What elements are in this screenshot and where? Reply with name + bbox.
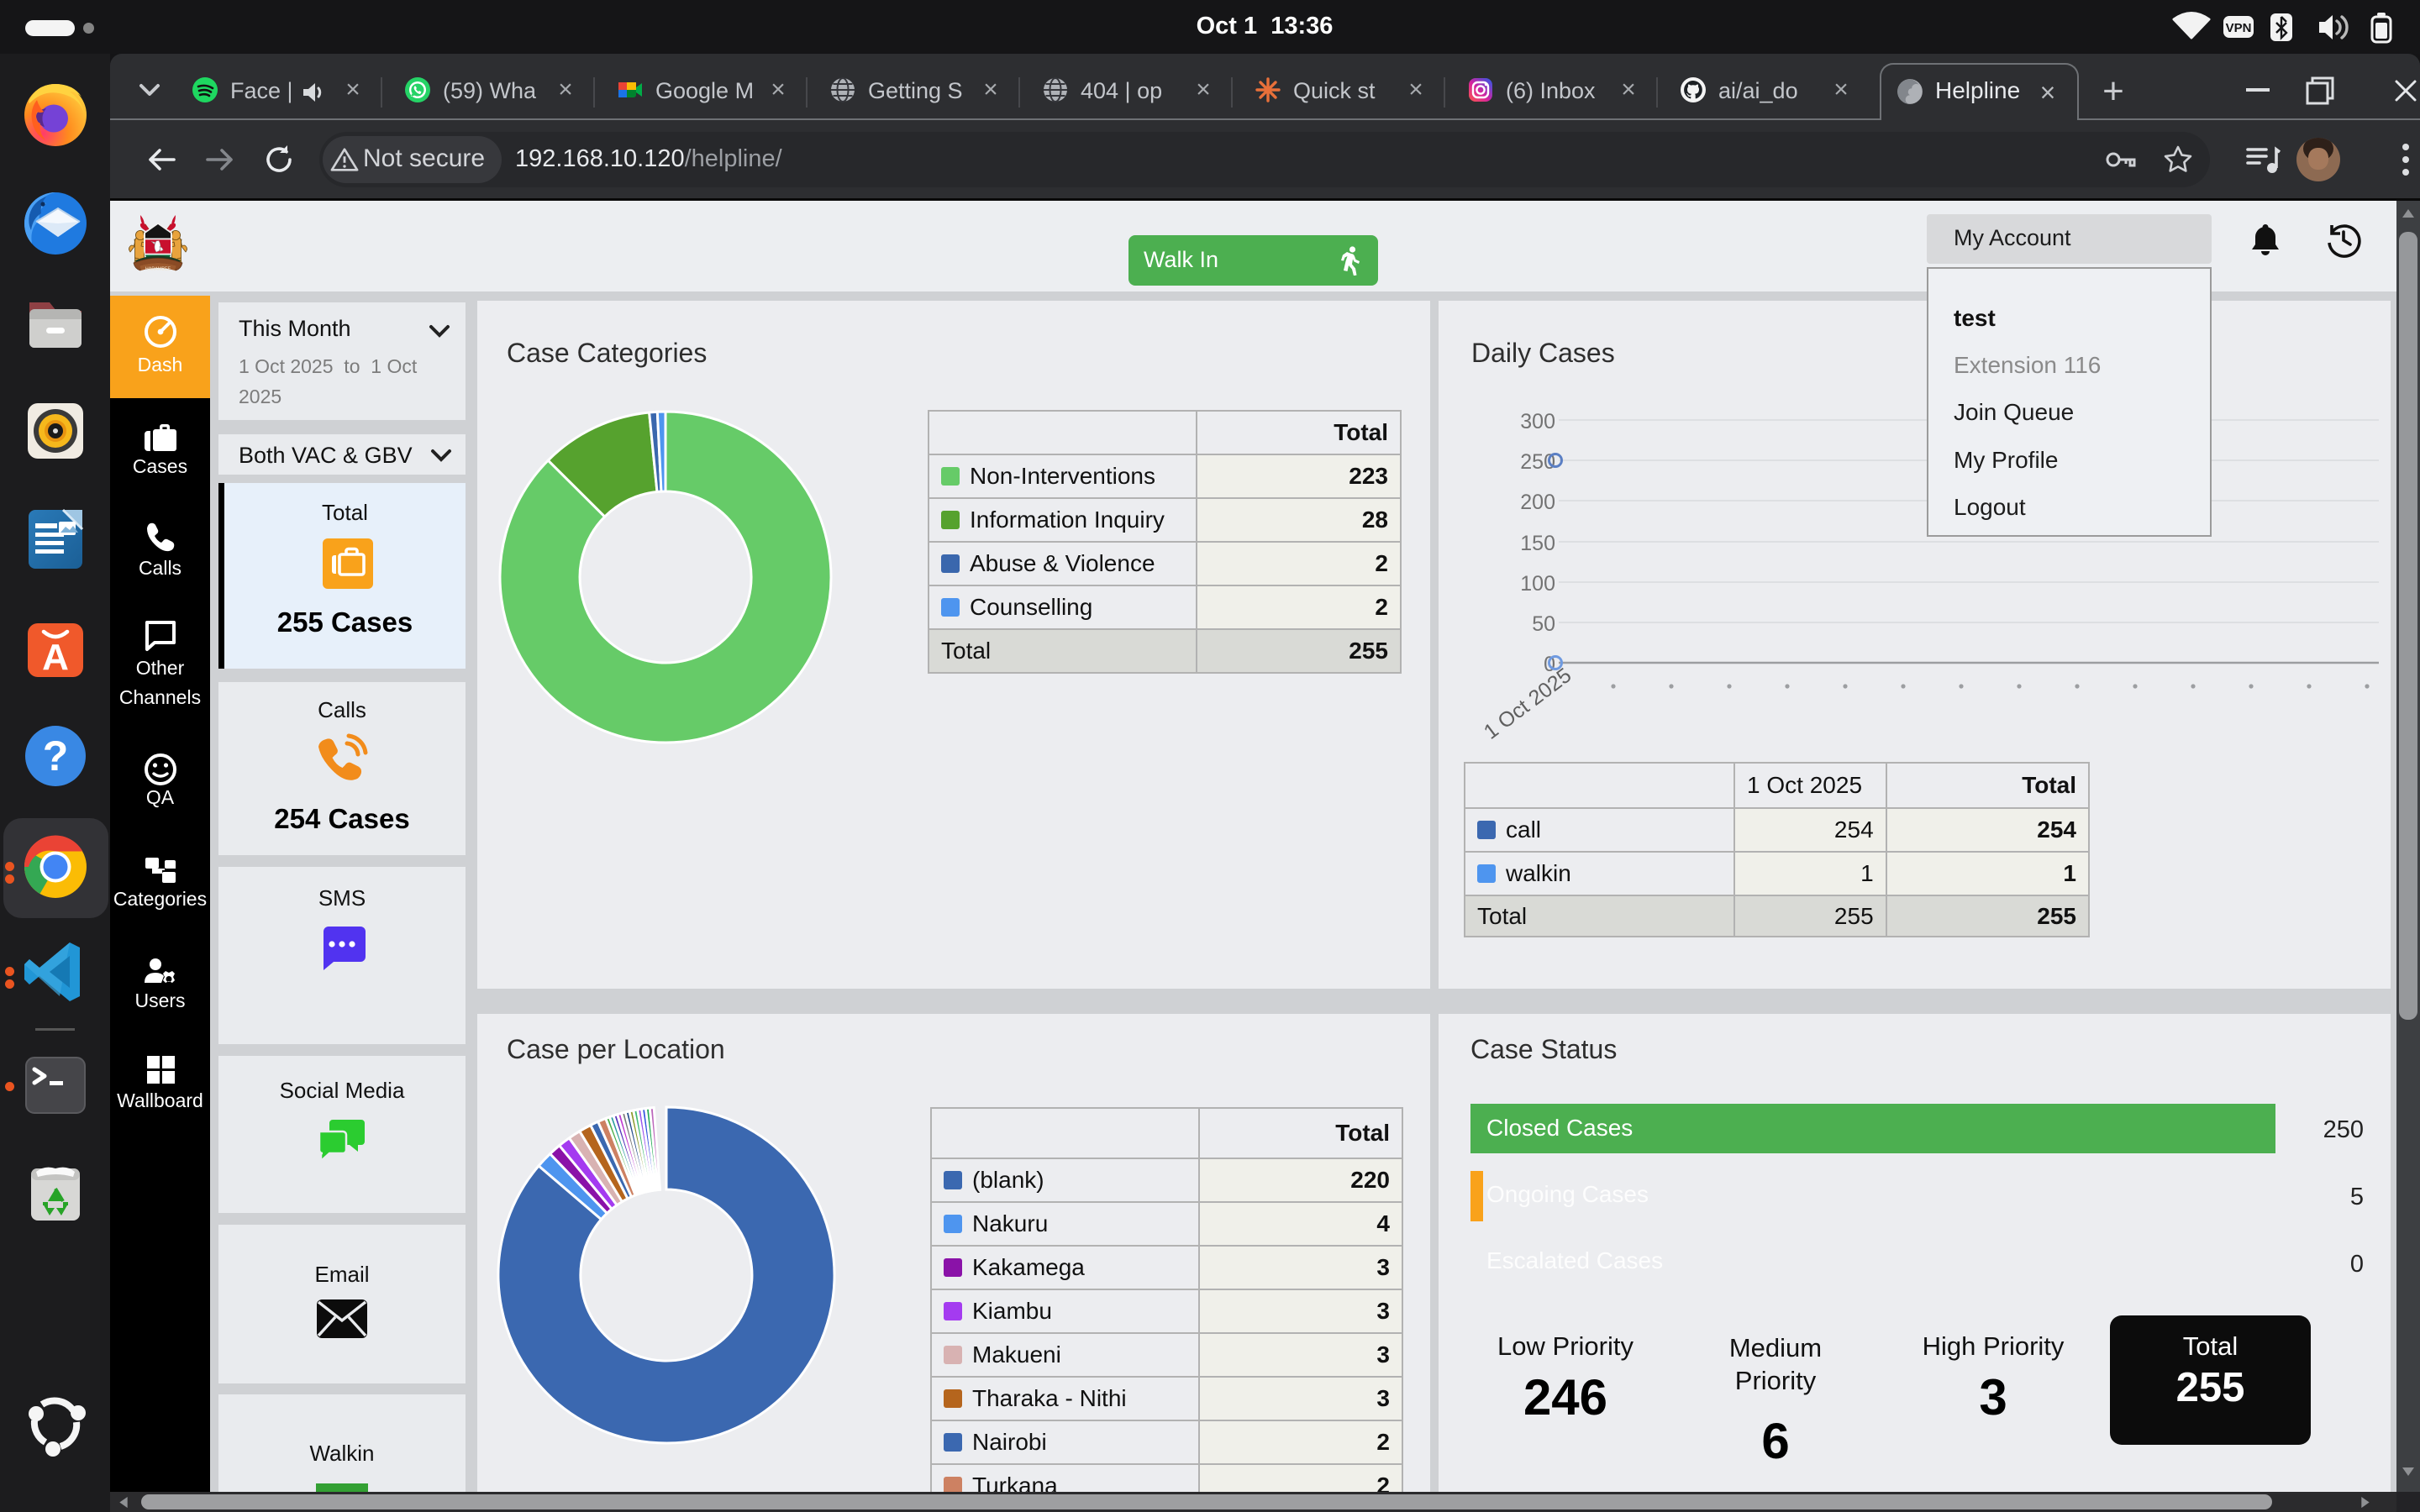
svg-text:1 Oct 2025: 1 Oct 2025 (1480, 664, 1576, 744)
svg-text:HARAMBEE: HARAMBEE (145, 267, 171, 272)
svg-text:100: 100 (1520, 572, 1555, 596)
svg-text:200: 200 (1520, 491, 1555, 514)
svg-text:A: A (42, 637, 69, 678)
svg-text:300: 300 (1520, 410, 1555, 433)
svg-text:?: ? (43, 732, 69, 780)
svg-text:50: 50 (1532, 612, 1555, 636)
svg-text:VPN: VPN (2226, 21, 2252, 35)
svg-text:150: 150 (1520, 532, 1555, 555)
